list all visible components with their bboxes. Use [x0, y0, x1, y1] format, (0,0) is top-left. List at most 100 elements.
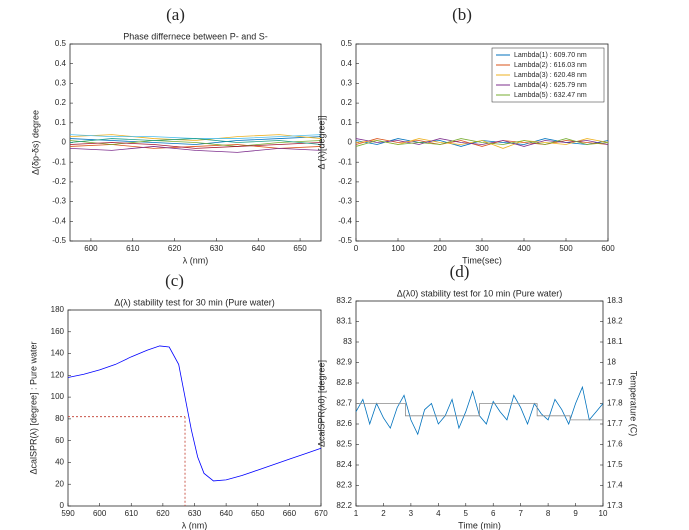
legend-label: Lambda(2) : 616.03 nm — [514, 62, 587, 69]
y-tick-label: 83.1 — [336, 317, 352, 326]
series-line — [355, 138, 609, 147]
y-tick-label: 0 — [62, 138, 67, 147]
y-tick-label: 82.3 — [336, 481, 352, 490]
x-axis-label: Time(sec) — [462, 255, 502, 265]
x-tick-label: 640 — [219, 509, 233, 518]
y2-tick-label: 18.2 — [607, 317, 623, 326]
y-tick-label: -0.5 — [52, 236, 66, 245]
y-tick-label: -0.3 — [52, 197, 66, 206]
y-tick-label: 0.5 — [341, 39, 353, 48]
y-tick-label: 180 — [51, 305, 65, 314]
series-line — [69, 142, 322, 149]
y-tick-label: 0.1 — [55, 118, 67, 127]
y2-tick-label: 18.1 — [607, 337, 623, 346]
x-tick-label: 4 — [436, 509, 441, 518]
y-tick-label: 82.6 — [336, 419, 352, 428]
y-tick-label: 100 — [51, 392, 65, 401]
y2-axis-label: Temperature (C) — [629, 371, 639, 437]
x-tick-label: 1 — [354, 509, 359, 518]
y-tick-label: -0.4 — [52, 216, 66, 225]
y-tick-label: -0.5 — [338, 236, 352, 245]
y-tick-label: -0.3 — [338, 197, 352, 206]
y2-tick-label: 17.4 — [607, 481, 623, 490]
series-line — [69, 134, 322, 141]
y2-tick-label: 18 — [607, 358, 616, 367]
x-tick-label: 610 — [125, 509, 139, 518]
x-tick-label: 640 — [252, 244, 266, 253]
x-tick-label: 660 — [283, 509, 297, 518]
y-tick-label: 0.2 — [55, 98, 67, 107]
y2-tick-label: 17.5 — [607, 460, 623, 469]
series-line — [69, 146, 322, 153]
y-tick-label: 160 — [51, 327, 65, 336]
chart-title: Δ(λ) stability test for 30 min (Pure wat… — [114, 297, 275, 307]
y2-tick-label: 17.7 — [607, 419, 623, 428]
series-line — [355, 138, 609, 147]
series-line — [67, 345, 322, 482]
y-tick-label: 82.2 — [336, 501, 352, 510]
x-tick-label: 610 — [126, 244, 140, 253]
series-line — [69, 138, 322, 145]
x-tick-label: 670 — [314, 509, 328, 518]
x-tick-label: 200 — [433, 244, 447, 253]
x-axis-label: Time (min) — [458, 520, 501, 530]
y-tick-label: 82.8 — [336, 378, 352, 387]
y-tick-label: -0.2 — [52, 177, 66, 186]
y-tick-label: 0 — [348, 138, 353, 147]
x-tick-label: 500 — [559, 244, 573, 253]
y-axis-label: Δ (λ)[degree]] — [316, 115, 326, 169]
y-tick-label: 0 — [60, 501, 65, 510]
y-tick-label: 0.4 — [341, 59, 353, 68]
x-tick-label: 5 — [464, 509, 469, 518]
y-tick-label: -0.1 — [338, 157, 352, 166]
series-line — [69, 136, 322, 145]
y-tick-label: 40 — [55, 458, 64, 467]
y-tick-label: 0.3 — [55, 79, 67, 88]
y-tick-label: -0.4 — [338, 216, 352, 225]
legend-label: Lambda(1) : 609.70 nm — [514, 52, 587, 59]
x-tick-label: 7 — [518, 509, 523, 518]
y-tick-label: 82.5 — [336, 440, 352, 449]
x-tick-label: 0 — [354, 244, 359, 253]
y-tick-label: 60 — [55, 436, 64, 445]
x-tick-label: 600 — [93, 509, 107, 518]
legend-label: Lambda(4) : 625.79 nm — [514, 82, 587, 89]
chart-title: Δ(λ0) stability test for 10 min (Pure wa… — [397, 288, 563, 298]
x-tick-label: 2 — [381, 509, 386, 518]
x-tick-label: 620 — [156, 509, 170, 518]
panel-label: (d) — [450, 262, 470, 281]
x-tick-label: 650 — [251, 509, 265, 518]
x-tick-label: 620 — [168, 244, 182, 253]
x-tick-label: 100 — [391, 244, 405, 253]
x-tick-label: 6 — [491, 509, 496, 518]
y-axis-label: Δ(δp-δs) degree — [30, 110, 40, 175]
y-tick-label: 0.4 — [55, 59, 67, 68]
y-tick-label: 82.4 — [336, 460, 352, 469]
x-tick-label: 8 — [546, 509, 551, 518]
y-tick-label: 0.1 — [341, 118, 353, 127]
x-tick-label: 630 — [210, 244, 224, 253]
y-tick-label: 83.2 — [336, 296, 352, 305]
y2-tick-label: 17.9 — [607, 378, 623, 387]
x-tick-label: 9 — [573, 509, 578, 518]
y-axis-label: ΔcalSPR(λ) [degree] : Pure water — [28, 341, 38, 474]
y-tick-label: 80 — [55, 414, 64, 423]
x-tick-label: 600 — [601, 244, 615, 253]
x-tick-label: 590 — [61, 509, 75, 518]
x-tick-label: 630 — [188, 509, 202, 518]
y2-tick-label: 17.8 — [607, 399, 623, 408]
y-tick-label: 140 — [51, 349, 65, 358]
legend-label: Lambda(5) : 632.47 nm — [514, 92, 587, 99]
y-tick-label: 82.9 — [336, 358, 352, 367]
y-axis-label: ΔcalSPR(λ0) [degree] — [316, 360, 326, 447]
x-tick-label: 10 — [599, 509, 608, 518]
x-tick-label: 3 — [409, 509, 414, 518]
series-line — [356, 403, 603, 421]
series-line — [69, 140, 322, 147]
y-tick-label: 0.5 — [55, 39, 67, 48]
chart-title: Phase differnece between P- and S- — [123, 31, 267, 41]
panel-label: (a) — [166, 5, 185, 24]
y-tick-label: 0.3 — [341, 79, 353, 88]
y-tick-label: 83 — [343, 337, 352, 346]
panel-label: (c) — [165, 271, 184, 290]
